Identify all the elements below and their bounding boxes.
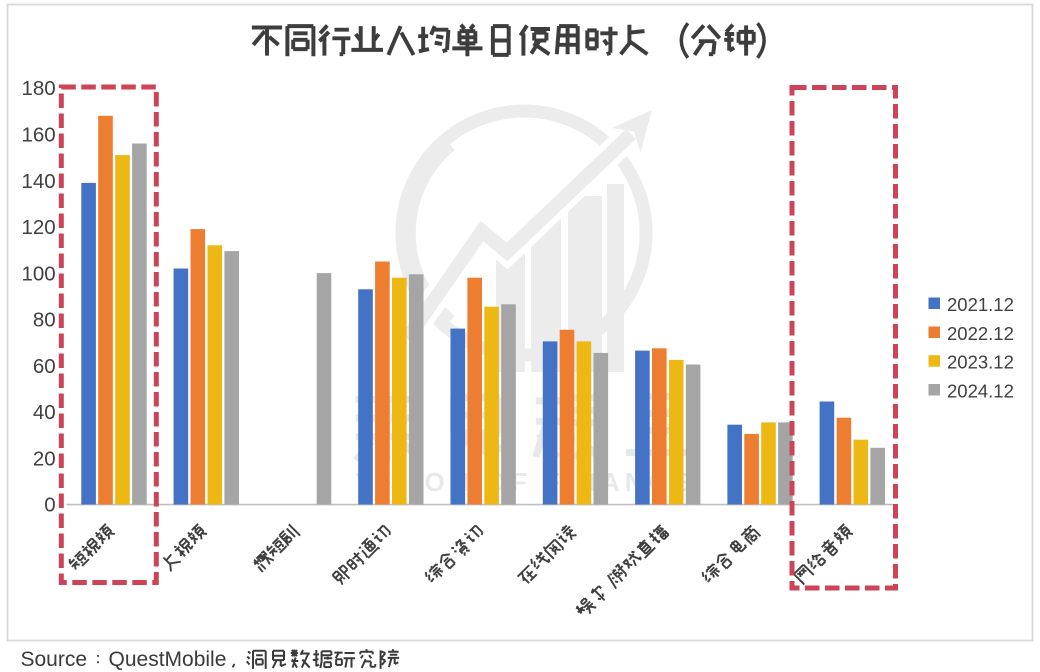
svg-text:Source: Source [21, 648, 88, 671]
svg-text:2023.12: 2023.12 [947, 352, 1014, 373]
svg-text:140: 140 [21, 170, 55, 193]
svg-text:120: 120 [21, 216, 55, 239]
svg-text:60: 60 [33, 355, 56, 378]
svg-text:80: 80 [33, 309, 56, 332]
svg-text:2021.12: 2021.12 [947, 294, 1014, 315]
svg-text:100: 100 [21, 262, 55, 285]
svg-text:180: 180 [21, 77, 55, 100]
svg-text:20: 20 [33, 447, 56, 470]
svg-text:40: 40 [33, 401, 56, 424]
svg-text:160: 160 [21, 124, 55, 147]
svg-text:QuestMobile: QuestMobile [109, 648, 227, 671]
svg-text:2022.12: 2022.12 [947, 323, 1014, 344]
svg-text:0: 0 [44, 494, 55, 517]
svg-text:2024.12: 2024.12 [947, 380, 1014, 401]
